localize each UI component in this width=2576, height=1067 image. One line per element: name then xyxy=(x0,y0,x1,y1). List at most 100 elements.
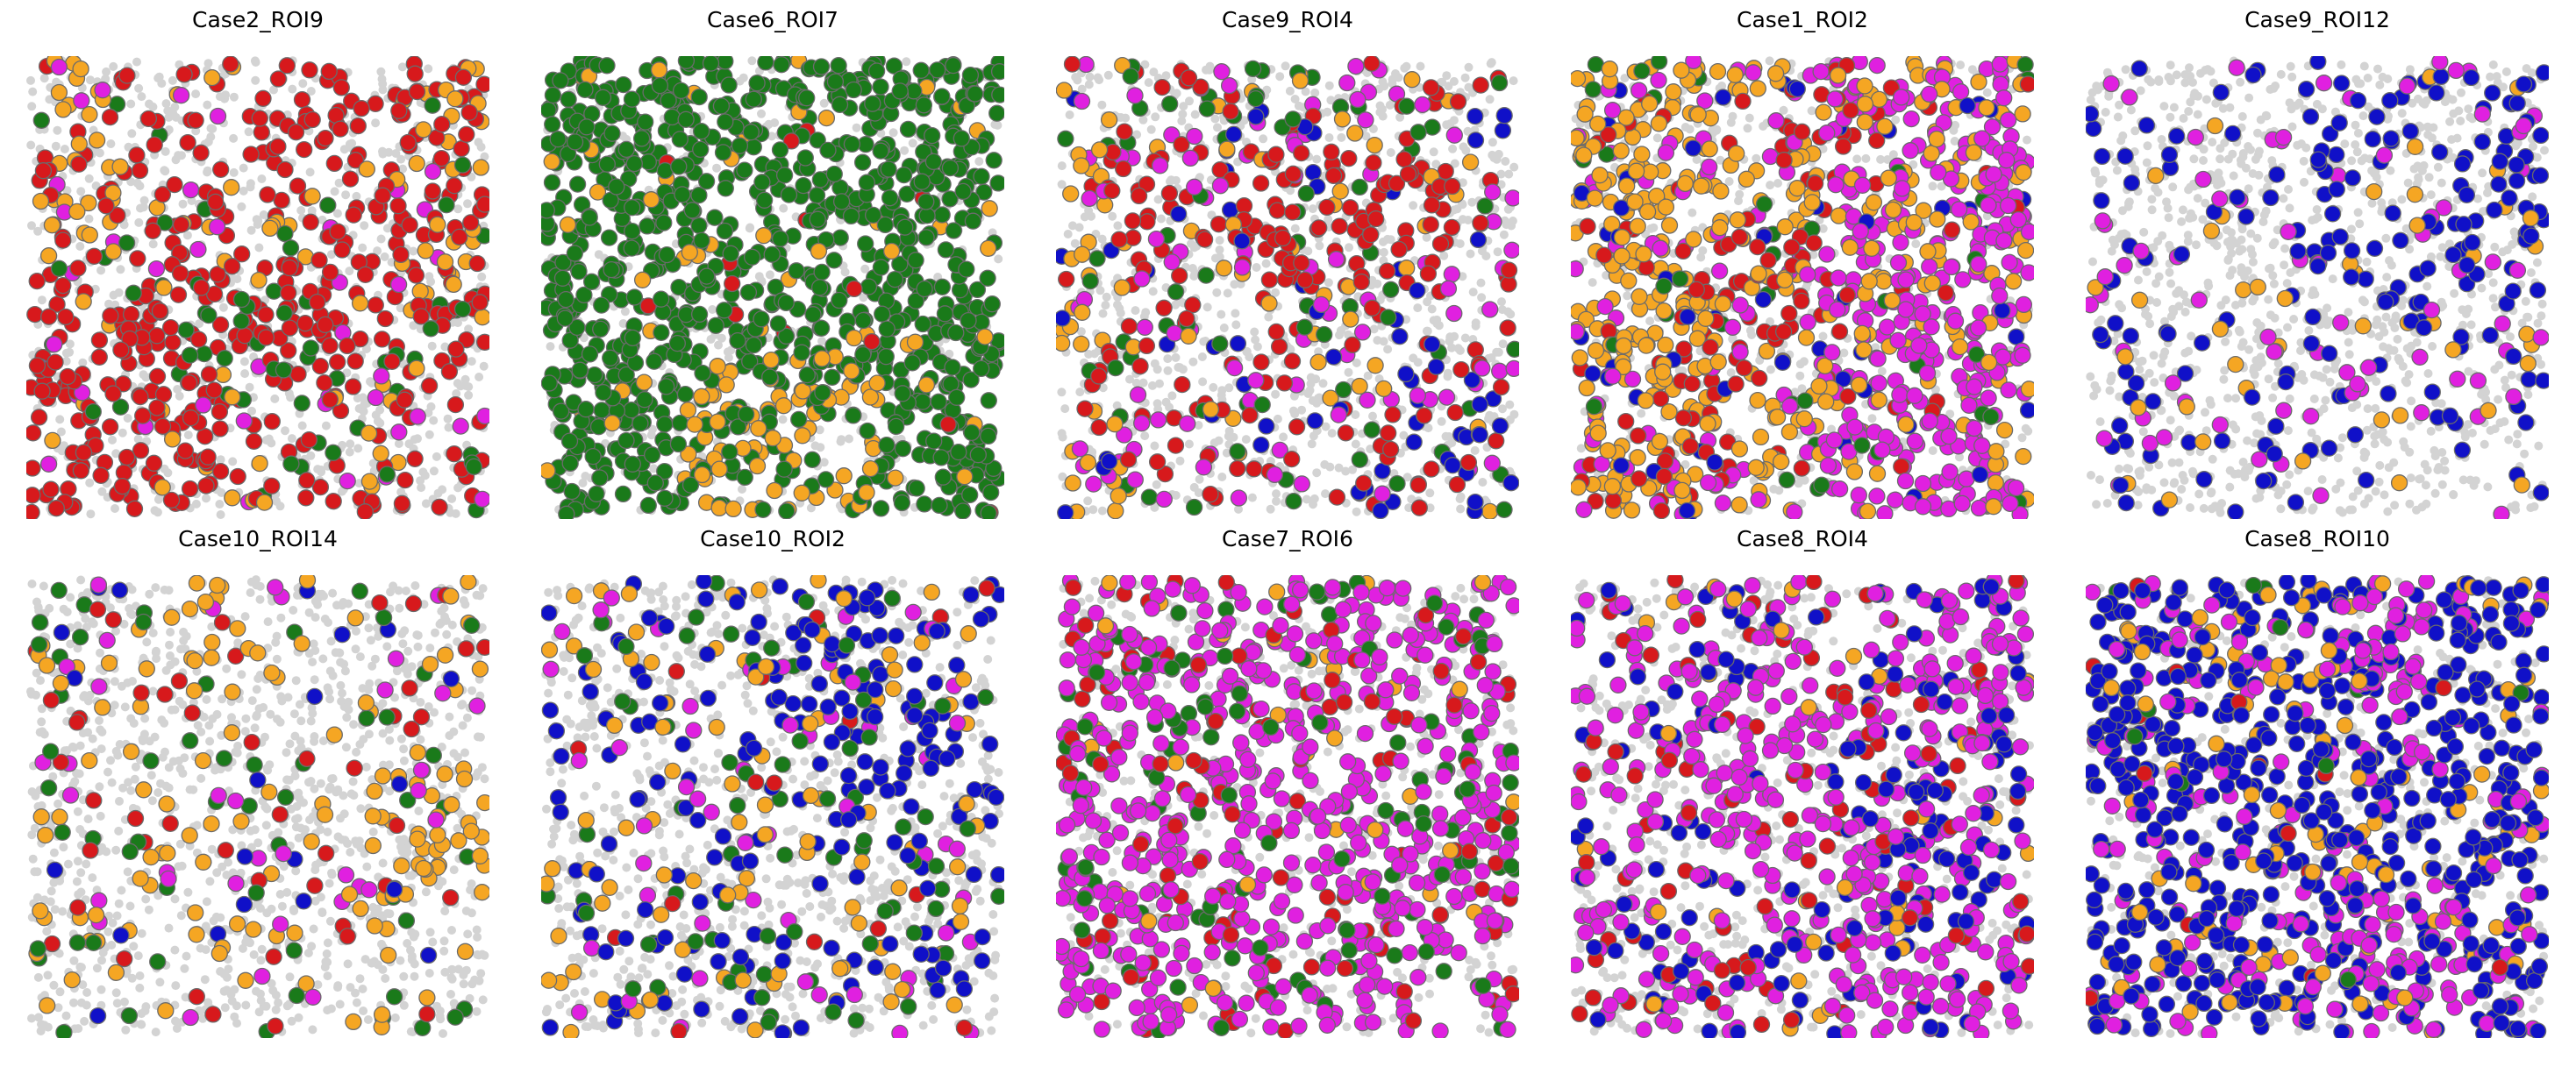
point-green xyxy=(880,160,897,178)
point-grey xyxy=(714,340,723,350)
point-green xyxy=(899,120,917,139)
point-red xyxy=(131,161,149,180)
point-grey xyxy=(345,447,354,457)
point-grey xyxy=(297,421,307,430)
point-green xyxy=(933,278,952,295)
point-grey xyxy=(1177,117,1187,125)
point-green xyxy=(988,104,1004,122)
point-grey xyxy=(1345,243,1353,253)
point-grey xyxy=(1314,394,1323,403)
point-red xyxy=(153,417,172,435)
point-green xyxy=(716,302,733,319)
point-orange xyxy=(906,333,924,351)
point-green xyxy=(653,324,670,341)
point-green xyxy=(845,81,862,99)
point-green xyxy=(886,270,904,288)
point-red xyxy=(1195,231,1214,248)
point-grey xyxy=(417,483,426,493)
point-magenta xyxy=(1484,183,1502,201)
point-red xyxy=(1155,299,1173,317)
point-grey xyxy=(806,503,816,513)
point-magenta xyxy=(1129,386,1147,403)
point-red xyxy=(129,250,146,267)
point-red xyxy=(1058,270,1075,288)
point-green xyxy=(553,269,572,287)
point-green xyxy=(668,334,686,352)
point-green xyxy=(934,468,952,486)
point-green xyxy=(857,235,874,253)
point-grey xyxy=(173,385,182,394)
point-red xyxy=(187,111,204,129)
point-orange xyxy=(748,457,767,475)
point-orange xyxy=(104,243,122,260)
point-grey xyxy=(1097,506,1107,516)
point-red xyxy=(346,352,364,370)
point-grey xyxy=(96,266,106,275)
point-orange xyxy=(887,469,904,487)
point-grey xyxy=(1217,473,1227,481)
point-green xyxy=(832,193,851,210)
point-grey xyxy=(464,324,474,334)
point-magenta xyxy=(1327,251,1345,268)
point-grey xyxy=(203,166,212,175)
point-green xyxy=(658,245,676,264)
point-red xyxy=(289,366,307,383)
point-grey xyxy=(1437,416,1446,426)
point-orange xyxy=(709,413,726,430)
point-grey xyxy=(453,204,463,214)
point-red xyxy=(356,503,374,519)
point-orange xyxy=(717,376,735,394)
point-orange xyxy=(650,61,668,79)
point-green xyxy=(422,320,439,338)
point-grey xyxy=(1724,177,1734,186)
point-green xyxy=(888,417,905,436)
point-grey xyxy=(127,129,137,139)
point-grey xyxy=(1423,326,1432,336)
point-green xyxy=(763,245,781,263)
point-grey xyxy=(1205,61,1215,71)
point-grey xyxy=(1327,429,1337,438)
point-grey xyxy=(1766,181,1775,190)
point-grey xyxy=(1222,448,1231,458)
point-grey xyxy=(1818,224,1828,233)
point-grey xyxy=(368,459,378,468)
point-grey xyxy=(337,487,346,496)
point-orange xyxy=(445,275,462,294)
point-grey xyxy=(460,374,470,384)
point-green xyxy=(1382,281,1400,298)
point-red xyxy=(1410,499,1428,516)
point-grey xyxy=(1749,476,1759,486)
point-grey xyxy=(1115,303,1124,313)
point-red xyxy=(1138,213,1156,231)
point-grey xyxy=(1779,105,1788,115)
point-grey xyxy=(1688,208,1697,217)
point-grey xyxy=(26,75,35,85)
point-red xyxy=(1252,353,1270,371)
point-red xyxy=(1472,76,1489,94)
point-green xyxy=(1284,110,1302,128)
panel-title: Case2_ROI9 xyxy=(192,7,324,32)
point-grey xyxy=(1231,320,1241,330)
point-green xyxy=(845,407,862,424)
point-grey xyxy=(1112,401,1122,410)
point-grey xyxy=(1795,371,1805,381)
point-blue xyxy=(1252,436,1270,454)
point-grey xyxy=(1404,503,1414,513)
point-grey xyxy=(148,239,158,249)
point-magenta xyxy=(73,384,91,402)
point-green xyxy=(717,180,734,197)
point-grey xyxy=(1150,359,1160,368)
point-grey xyxy=(840,267,850,277)
point-grey xyxy=(1325,462,1335,472)
point-orange xyxy=(163,430,182,448)
point-red xyxy=(1310,219,1328,237)
point-blue xyxy=(1466,132,1485,149)
point-red xyxy=(311,478,330,496)
point-grey xyxy=(647,424,657,434)
point-grey xyxy=(649,464,659,473)
point-grey xyxy=(1366,445,1375,454)
point-green xyxy=(917,229,935,246)
point-green xyxy=(1398,97,1416,115)
point-grey xyxy=(1692,155,1702,164)
point-grey xyxy=(216,510,225,519)
